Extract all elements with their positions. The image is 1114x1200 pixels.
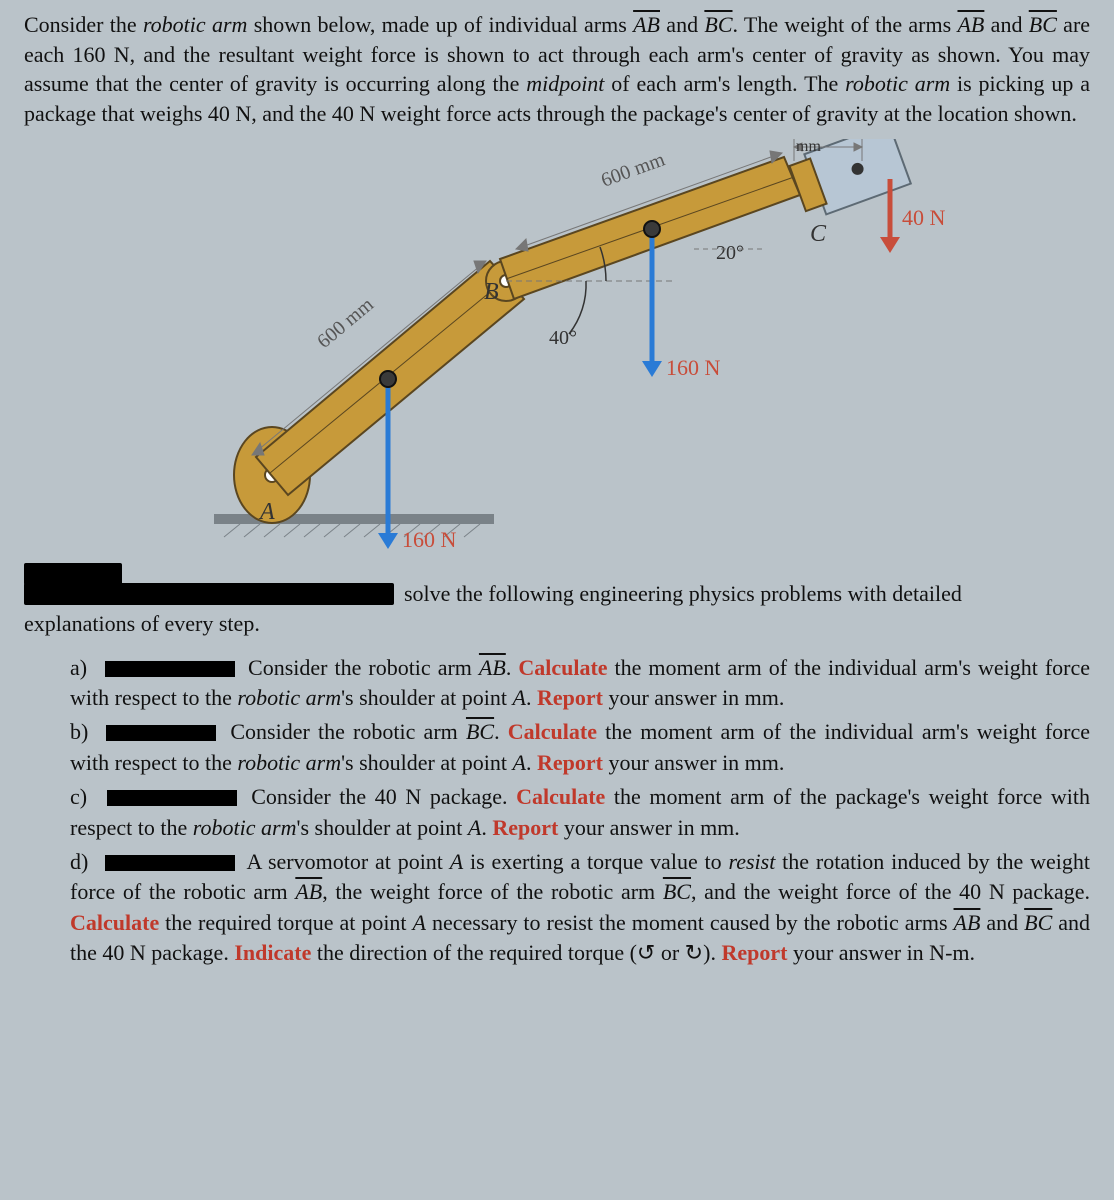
txt: Consider the: [24, 12, 143, 37]
dim-150-unit: mm: [796, 139, 821, 155]
redact-a: [105, 661, 235, 677]
label-A: A: [258, 499, 275, 525]
it: robotic arm: [193, 815, 297, 840]
AB-ov: AB: [957, 12, 984, 37]
angle-40-label: 40°: [549, 327, 577, 349]
figure: 40° 20° 600 mm 600 mm: [24, 139, 1094, 559]
txt: , and the weight force of the 40 N packa…: [691, 879, 1090, 904]
txt: is exerting a torque value to: [463, 849, 728, 874]
txt: .: [481, 815, 492, 840]
txt: , the weight force of the robotic arm: [322, 879, 663, 904]
calculate: Calculate: [516, 784, 605, 809]
calculate: Calculate: [518, 655, 607, 680]
robotic-arm-it: robotic arm: [845, 71, 950, 96]
figure-svg: 40° 20° 600 mm 600 mm: [24, 139, 1094, 559]
label-B: B: [484, 279, 499, 305]
txt: and: [984, 12, 1028, 37]
part-c-label: c): [70, 782, 96, 812]
ov: BC: [1024, 910, 1052, 935]
A: A: [513, 685, 526, 710]
part-d-label: d): [70, 847, 96, 877]
txt: .: [526, 685, 537, 710]
txt: 's shoulder at point: [296, 815, 467, 840]
it: robotic arm: [237, 685, 341, 710]
A: A: [513, 750, 526, 775]
dim-BC-label: 600 mm: [598, 148, 668, 191]
redact-block2: [24, 583, 394, 605]
midpoint-it: midpoint: [526, 71, 604, 96]
weight-BC-label: 160 N: [666, 355, 721, 380]
txt: A servomotor at point: [246, 849, 449, 874]
dim-AB-label: 600 mm: [313, 293, 378, 353]
parts-list: a) Consider the robotic arm AB. Calculat…: [70, 653, 1090, 969]
indicate: Indicate: [234, 940, 311, 965]
txt: and: [980, 910, 1024, 935]
part-b-label: b): [70, 717, 96, 747]
BC-ov: BC: [1029, 12, 1057, 37]
page: Consider the robotic arm shown below, ma…: [0, 0, 1114, 1012]
redacted-row: solve the following engineering physics …: [24, 577, 1090, 611]
label-C: C: [810, 221, 827, 247]
report: Report: [721, 940, 787, 965]
txt: and: [660, 12, 704, 37]
part-d: d) A servomotor at point A is exerting a…: [70, 847, 1090, 968]
intro-paragraph: Consider the robotic arm shown below, ma…: [24, 10, 1090, 129]
ov: AB: [954, 910, 981, 935]
ov: BC: [466, 719, 494, 744]
txt: the direction of the required torque (↺ …: [311, 940, 721, 965]
redact-b: [106, 725, 216, 741]
ov: AB: [295, 879, 322, 904]
txt: your answer in mm.: [603, 750, 784, 775]
txt: shown below, made up of individual arms: [247, 12, 633, 37]
part-b: b) Consider the robotic arm BC. Calculat…: [70, 717, 1090, 778]
txt: the required torque at point: [159, 910, 412, 935]
BC-ov: BC: [704, 12, 732, 37]
robotic-arm-it: robotic arm: [143, 12, 248, 37]
redact-block1: [24, 563, 122, 585]
txt: your answer in mm.: [603, 685, 784, 710]
calculate: Calculate: [508, 719, 597, 744]
report: Report: [537, 750, 603, 775]
ov: AB: [479, 655, 506, 680]
part-c: c) Consider the 40 N package. Calculate …: [70, 782, 1090, 843]
txt: .: [506, 655, 519, 680]
txt: necessary to resist the moment caused by…: [426, 910, 954, 935]
part-a-label: a): [70, 653, 96, 683]
part-a: a) Consider the robotic arm AB. Calculat…: [70, 653, 1090, 714]
angle-20-label: 20°: [716, 242, 744, 264]
redact-d: [105, 855, 235, 871]
weight-AB-label: 160 N: [402, 527, 457, 552]
txt: your answer in mm.: [558, 815, 739, 840]
calculate: Calculate: [70, 910, 159, 935]
txt: Consider the robotic arm: [248, 655, 479, 680]
solve-tail: solve the following engineering physics …: [404, 581, 962, 607]
txt: .: [494, 719, 508, 744]
txt: of each arm's length. The: [604, 71, 845, 96]
A: A: [450, 849, 463, 874]
ov: BC: [663, 879, 691, 904]
txt: 's shoulder at point: [341, 685, 512, 710]
txt: 's shoulder at point: [341, 750, 512, 775]
resist: resist: [728, 849, 775, 874]
AB-ov: AB: [633, 12, 660, 37]
txt: . The weight of the arms: [733, 12, 958, 37]
txt: .: [526, 750, 537, 775]
it: robotic arm: [237, 750, 341, 775]
explanations-line: explanations of every step.: [24, 611, 1090, 637]
report: Report: [537, 685, 603, 710]
report: Report: [492, 815, 558, 840]
txt: your answer in N-m.: [787, 940, 975, 965]
txt: Consider the robotic arm: [230, 719, 466, 744]
redact-c: [107, 790, 237, 806]
weight-pkg-label: 40 N: [902, 205, 946, 230]
txt: Consider the 40 N package.: [251, 784, 516, 809]
A: A: [413, 910, 426, 935]
A: A: [468, 815, 481, 840]
